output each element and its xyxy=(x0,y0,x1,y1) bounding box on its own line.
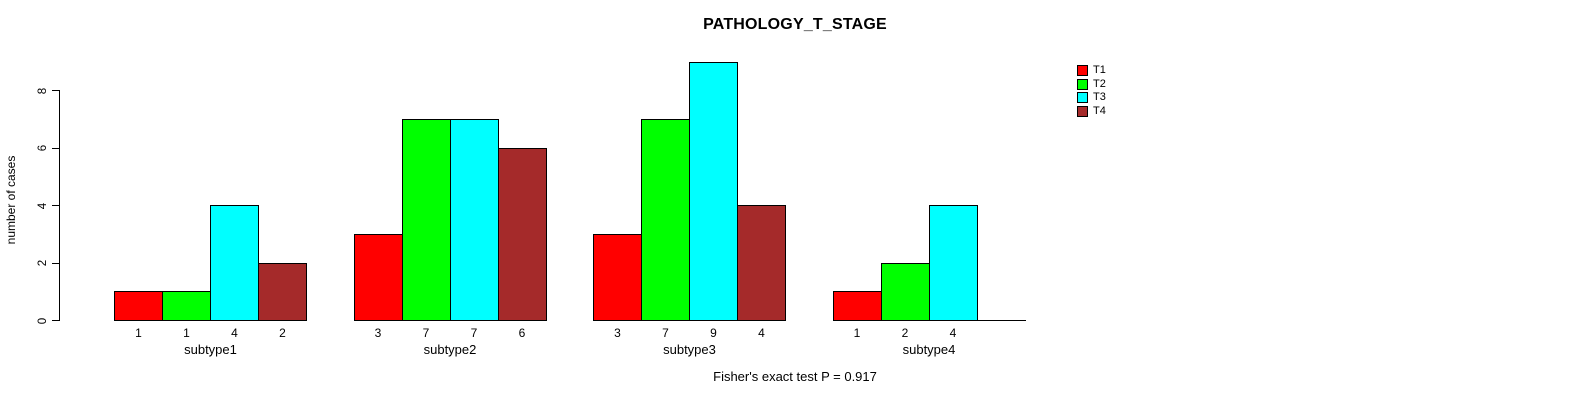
bar-t1-subtype3 xyxy=(593,233,642,321)
bar-t3-subtype2 xyxy=(449,119,499,321)
y-tick-mark xyxy=(52,205,59,207)
bar-value-label: 1 xyxy=(853,326,861,340)
bar-value-label: 4 xyxy=(758,326,765,340)
y-tick-mark xyxy=(52,147,59,149)
bar-value-label: 6 xyxy=(518,326,526,340)
bar-t4-subtype1 xyxy=(258,262,307,321)
bar-t3-subtype1 xyxy=(210,205,259,321)
annotation-fisher-test: Fisher's exact test P = 0.917 xyxy=(713,369,877,384)
bar-value-label: 1 xyxy=(183,326,190,340)
y-tick-label: 6 xyxy=(37,145,49,152)
bar-t3-subtype3 xyxy=(689,61,738,321)
legend-label: T1 xyxy=(1093,64,1106,76)
bar-value-label: 1 xyxy=(135,326,142,340)
bar-value-label: 7 xyxy=(422,326,430,340)
y-tick-label: 2 xyxy=(37,259,49,267)
y-axis-label: number of cases xyxy=(4,155,18,245)
chart-title: PATHOLOGY_T_STAGE xyxy=(703,16,887,33)
legend-label: T4 xyxy=(1093,104,1106,117)
legend-swatch-icon xyxy=(1077,105,1088,117)
bar-t2-subtype2 xyxy=(401,119,451,321)
bar-value-label: 7 xyxy=(470,326,478,340)
legend-item-t4: T4 xyxy=(1077,104,1106,117)
bar-t3-subtype4 xyxy=(928,205,978,321)
group-label-subtype2: subtype2 xyxy=(423,342,477,357)
y-tick-mark xyxy=(52,320,59,321)
group-label-subtype4: subtype4 xyxy=(902,342,956,357)
bar-t1-subtype4 xyxy=(832,291,882,321)
legend-item-t1: T1 xyxy=(1077,65,1106,76)
bar-value-label: 9 xyxy=(710,326,717,340)
bar-t1-subtype2 xyxy=(353,233,403,321)
bar-value-label: 4 xyxy=(949,326,957,340)
bar-value-label: 4 xyxy=(231,326,238,340)
bar-t2-subtype4 xyxy=(880,262,930,321)
group-label-subtype1: subtype1 xyxy=(184,342,237,357)
legend: T1 T2 T3 T4 xyxy=(1077,65,1106,119)
bar-t2-subtype1 xyxy=(162,291,211,321)
y-tick-label: 0 xyxy=(37,317,49,324)
legend-item-t2: T2 xyxy=(1077,77,1106,90)
y-tick-mark xyxy=(52,90,59,92)
bar-value-label: 2 xyxy=(279,326,286,340)
bar-value-label: 7 xyxy=(662,326,669,340)
bar-t1-subtype1 xyxy=(114,291,163,321)
bar-zero-t4-subtype4 xyxy=(976,320,1026,321)
group-label-subtype3: subtype3 xyxy=(663,342,716,357)
y-tick-label: 4 xyxy=(37,202,49,209)
y-tick-label: 8 xyxy=(37,87,49,95)
legend-label: T2 xyxy=(1093,77,1106,90)
y-tick-mark xyxy=(52,262,59,264)
legend-swatch-icon xyxy=(1077,78,1088,90)
y-axis-line xyxy=(59,90,60,321)
bar-t4-subtype3 xyxy=(737,205,786,321)
bar-value-label: 3 xyxy=(374,326,382,340)
legend-swatch-icon xyxy=(1077,65,1088,76)
legend-item-t3: T3 xyxy=(1077,92,1106,103)
bar-value-label: 3 xyxy=(614,326,621,340)
bar-t2-subtype3 xyxy=(641,119,690,321)
legend-swatch-icon xyxy=(1077,92,1088,103)
bar-value-label: 2 xyxy=(901,326,909,340)
bar-t4-subtype2 xyxy=(497,147,547,321)
legend-label: T3 xyxy=(1093,91,1106,103)
